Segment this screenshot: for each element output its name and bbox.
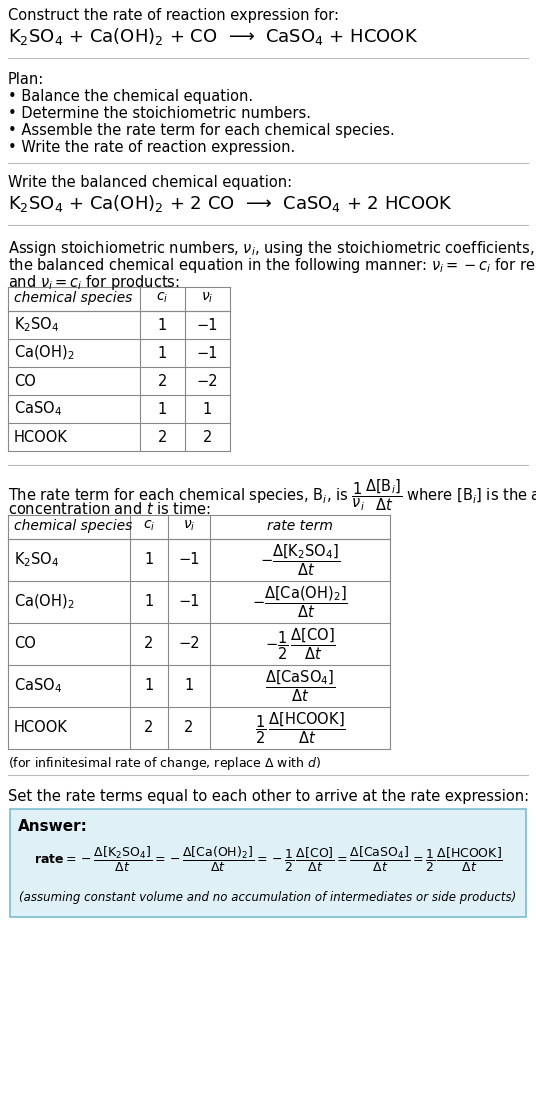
Text: and $\nu_i = c_i$ for products:: and $\nu_i = c_i$ for products: bbox=[8, 273, 180, 292]
Text: • Assemble the rate term for each chemical species.: • Assemble the rate term for each chemic… bbox=[8, 123, 394, 138]
Text: chemical species: chemical species bbox=[14, 520, 132, 533]
Text: HCOOK: HCOOK bbox=[14, 720, 68, 735]
Text: • Determine the stoichiometric numbers.: • Determine the stoichiometric numbers. bbox=[8, 106, 311, 121]
Text: rate term: rate term bbox=[267, 520, 333, 533]
Text: • Write the rate of reaction expression.: • Write the rate of reaction expression. bbox=[8, 140, 295, 155]
Text: • Balance the chemical equation.: • Balance the chemical equation. bbox=[8, 89, 253, 104]
Text: $\dfrac{\Delta[\mathrm{CaSO_4}]}{\Delta t}$: $\dfrac{\Delta[\mathrm{CaSO_4}]}{\Delta … bbox=[265, 669, 335, 704]
Text: −1: −1 bbox=[178, 594, 200, 609]
Text: CO: CO bbox=[14, 637, 36, 651]
Text: Plan:: Plan: bbox=[8, 72, 44, 87]
Text: $\mathbf{rate} = -\dfrac{\Delta[\mathrm{K_2SO_4}]}{\Delta t} = -\dfrac{\Delta[\m: $\mathbf{rate} = -\dfrac{\Delta[\mathrm{… bbox=[34, 845, 502, 874]
Text: Assign stoichiometric numbers, $\nu_i$, using the stoichiometric coefficients, $: Assign stoichiometric numbers, $\nu_i$, … bbox=[8, 239, 536, 258]
Text: $-\dfrac{\Delta[\mathrm{Ca(OH)_2}]}{\Delta t}$: $-\dfrac{\Delta[\mathrm{Ca(OH)_2}]}{\Del… bbox=[252, 584, 348, 619]
Text: (assuming constant volume and no accumulation of intermediates or side products): (assuming constant volume and no accumul… bbox=[19, 891, 517, 904]
Text: 1: 1 bbox=[184, 678, 193, 694]
Text: −2: −2 bbox=[178, 637, 200, 651]
Text: $c_i$: $c_i$ bbox=[143, 520, 155, 534]
Text: −1: −1 bbox=[197, 345, 218, 361]
Text: 1: 1 bbox=[144, 552, 154, 568]
Text: −1: −1 bbox=[197, 318, 218, 332]
Text: 2: 2 bbox=[184, 720, 193, 735]
Text: 1: 1 bbox=[203, 401, 212, 416]
Text: $\nu_i$: $\nu_i$ bbox=[202, 292, 214, 306]
Text: Set the rate terms equal to each other to arrive at the rate expression:: Set the rate terms equal to each other t… bbox=[8, 789, 529, 804]
Text: K$_2$SO$_4$: K$_2$SO$_4$ bbox=[14, 316, 59, 334]
Text: CaSO$_4$: CaSO$_4$ bbox=[14, 400, 62, 419]
Text: $-\dfrac{\Delta[\mathrm{K_2SO_4}]}{\Delta t}$: $-\dfrac{\Delta[\mathrm{K_2SO_4}]}{\Delt… bbox=[260, 543, 340, 578]
Text: Ca(OH)$_2$: Ca(OH)$_2$ bbox=[14, 344, 75, 362]
Text: Write the balanced chemical equation:: Write the balanced chemical equation: bbox=[8, 175, 292, 190]
Text: 1: 1 bbox=[158, 345, 167, 361]
FancyBboxPatch shape bbox=[10, 809, 526, 917]
Text: 2: 2 bbox=[203, 430, 212, 445]
Text: Construct the rate of reaction expression for:: Construct the rate of reaction expressio… bbox=[8, 8, 339, 23]
Text: 2: 2 bbox=[144, 720, 154, 735]
Text: K$_2$SO$_4$: K$_2$SO$_4$ bbox=[14, 550, 59, 569]
Text: −1: −1 bbox=[178, 552, 200, 568]
Text: K$_2$SO$_4$ + Ca(OH)$_2$ + CO  ⟶  CaSO$_4$ + HCOOK: K$_2$SO$_4$ + Ca(OH)$_2$ + CO ⟶ CaSO$_4$… bbox=[8, 26, 418, 47]
Text: 1: 1 bbox=[144, 678, 154, 694]
Text: K$_2$SO$_4$ + Ca(OH)$_2$ + 2 CO  ⟶  CaSO$_4$ + 2 HCOOK: K$_2$SO$_4$ + Ca(OH)$_2$ + 2 CO ⟶ CaSO$_… bbox=[8, 193, 452, 214]
Text: Ca(OH)$_2$: Ca(OH)$_2$ bbox=[14, 593, 75, 612]
Text: HCOOK: HCOOK bbox=[14, 430, 68, 445]
Text: 2: 2 bbox=[144, 637, 154, 651]
Text: 1: 1 bbox=[158, 401, 167, 416]
Text: CO: CO bbox=[14, 374, 36, 388]
Text: $c_i$: $c_i$ bbox=[157, 292, 169, 306]
Text: $\dfrac{1}{2}\,\dfrac{\Delta[\mathrm{HCOOK}]}{\Delta t}$: $\dfrac{1}{2}\,\dfrac{\Delta[\mathrm{HCO… bbox=[255, 710, 345, 745]
Text: The rate term for each chemical species, B$_i$, is $\dfrac{1}{\nu_i}\dfrac{\Delt: The rate term for each chemical species,… bbox=[8, 477, 536, 513]
Text: chemical species: chemical species bbox=[14, 292, 132, 305]
Text: CaSO$_4$: CaSO$_4$ bbox=[14, 676, 62, 695]
Text: the balanced chemical equation in the following manner: $\nu_i = -c_i$ for react: the balanced chemical equation in the fo… bbox=[8, 256, 536, 275]
Text: concentration and $t$ is time:: concentration and $t$ is time: bbox=[8, 501, 211, 517]
Text: 1: 1 bbox=[144, 594, 154, 609]
Text: $\nu_i$: $\nu_i$ bbox=[183, 520, 195, 534]
Text: (for infinitesimal rate of change, replace $\Delta$ with $d$): (for infinitesimal rate of change, repla… bbox=[8, 755, 321, 772]
Text: 1: 1 bbox=[158, 318, 167, 332]
Text: −2: −2 bbox=[197, 374, 218, 388]
Text: 2: 2 bbox=[158, 374, 167, 388]
Text: $-\dfrac{1}{2}\,\dfrac{\Delta[\mathrm{CO}]}{\Delta t}$: $-\dfrac{1}{2}\,\dfrac{\Delta[\mathrm{CO… bbox=[265, 626, 336, 662]
Text: Answer:: Answer: bbox=[18, 819, 88, 834]
Text: 2: 2 bbox=[158, 430, 167, 445]
